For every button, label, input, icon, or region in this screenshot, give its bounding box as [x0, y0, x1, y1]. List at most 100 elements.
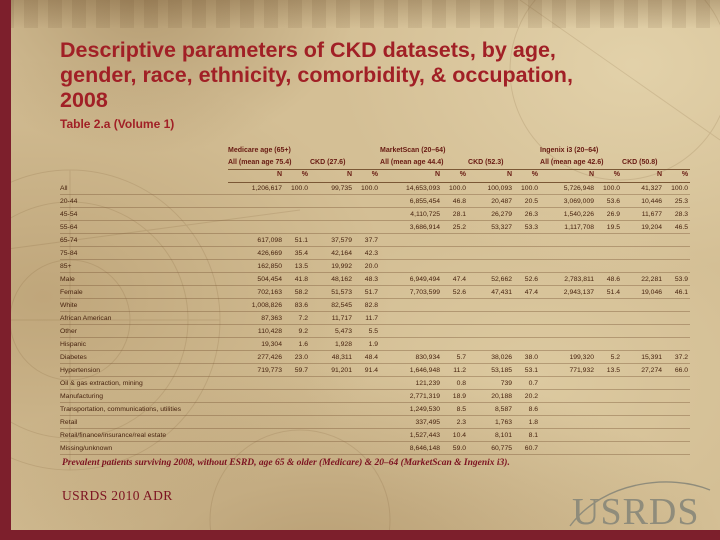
n-value — [540, 259, 597, 274]
pct-value — [664, 337, 691, 352]
n-value — [540, 311, 597, 326]
table-row: Male 504,454 41.8 48,162 48.3 6,949,494 47.4 52… — [60, 272, 691, 287]
pct-value: 20.5 — [514, 194, 541, 209]
n-value — [468, 233, 515, 248]
n-value: 1,527,443 — [380, 428, 443, 443]
subgroup-header: All (mean age 75.4) — [228, 157, 310, 170]
table-body: All 1,206,617 100.0 99,735 100.0 14,653,093 10… — [60, 182, 691, 456]
pct-value: 100.0 — [354, 182, 381, 196]
row-label: Diabetes — [60, 350, 228, 365]
pct-value: 46.1 — [664, 285, 691, 300]
n-value: 27,274 — [622, 363, 665, 378]
n-value — [310, 220, 354, 235]
pct-value: 35.4 — [284, 246, 310, 261]
n-value: 53,185 — [468, 363, 515, 378]
n-value — [468, 298, 515, 313]
pct-value — [596, 389, 623, 404]
pct-value: 100.0 — [596, 182, 623, 196]
n-value — [540, 298, 597, 313]
pct-value: 20.2 — [514, 389, 541, 404]
n-value — [228, 415, 284, 430]
pct-value: 0.8 — [442, 376, 469, 391]
pct-value — [596, 415, 623, 430]
n-value — [540, 428, 597, 443]
table-row: Missing/unknown 8,646,148 59.0 60,775 60.7 — [60, 441, 691, 456]
pct-value: 53.1 — [514, 363, 541, 378]
pct-value — [284, 428, 310, 443]
pct-value: 59.0 — [442, 441, 469, 456]
pct-value — [664, 259, 691, 274]
dataset-group-header: MarketScan (20–64) — [380, 147, 446, 154]
n-value: 4,110,725 — [380, 207, 443, 222]
pct-value — [664, 428, 691, 443]
pct-value — [442, 298, 469, 313]
n-value: 99,735 — [310, 182, 354, 196]
pct-value — [596, 324, 623, 339]
title-line-2: gender, race, ethnicity, comorbidity, & … — [60, 62, 573, 87]
n-value: 19,304 — [228, 337, 284, 352]
n-value — [380, 311, 443, 326]
n-value: 1,008,826 — [228, 298, 284, 313]
table-row: 85+ 162,850 13.5 19,992 20.0 — [60, 259, 691, 274]
n-value — [468, 337, 515, 352]
n-value: 617,098 — [228, 233, 284, 248]
n-value: 8,646,148 — [380, 441, 443, 456]
row-label: Manufacturing — [60, 389, 228, 404]
table-row: Retail 337,495 2.3 1,763 1.8 — [60, 415, 691, 430]
n-value — [540, 246, 597, 261]
n-value — [228, 207, 284, 222]
n-value: 7,703,599 — [380, 285, 443, 300]
row-label: Transportation, communications, utilitie… — [60, 402, 228, 417]
pct-value — [664, 415, 691, 430]
n-value — [622, 337, 665, 352]
n-value: 1,646,948 — [380, 363, 443, 378]
corner-cell — [60, 146, 228, 158]
row-label: Oil & gas extraction, mining — [60, 376, 228, 391]
table-row: Oil & gas extraction, mining 121,239 0.8 73… — [60, 376, 691, 391]
pct-value: 37.7 — [354, 233, 381, 248]
n-value — [310, 389, 354, 404]
n-value: 426,669 — [228, 246, 284, 261]
pct-value — [596, 246, 623, 261]
table-row: Hispanic 19,304 1.6 1,928 1.9 — [60, 337, 691, 352]
pct-value: 58.2 — [284, 285, 310, 300]
pct-value — [514, 324, 541, 339]
row-label: 20-44 — [60, 194, 228, 209]
logo-text: USRDS — [572, 491, 700, 533]
value-column-header: N — [540, 169, 597, 183]
n-value — [540, 337, 597, 352]
n-value — [310, 428, 354, 443]
subgroup-header: All (mean age 42.6) — [540, 157, 623, 170]
table-row: Hypertension 719,773 59.7 91,201 91.4 1,646,9… — [60, 363, 691, 378]
value-column-header: % — [442, 169, 469, 183]
n-value — [228, 194, 284, 209]
n-value — [310, 207, 354, 222]
n-value: 91,201 — [310, 363, 354, 378]
pct-value — [596, 298, 623, 313]
row-label: Female — [60, 285, 228, 300]
n-value: 6,855,454 — [380, 194, 443, 209]
table-row: 20-44 6,855,454 46.8 20,487 20.5 3,069,009 53.… — [60, 194, 691, 209]
row-label: Retail/finance/insurance/real estate — [60, 428, 228, 443]
pct-value — [664, 376, 691, 391]
n-value: 10,446 — [622, 194, 665, 209]
pct-value: 100.0 — [284, 182, 310, 196]
corner-cell — [60, 170, 228, 183]
pct-value: 18.9 — [442, 389, 469, 404]
value-column-header: N — [228, 169, 284, 183]
pct-value — [442, 233, 469, 248]
n-value: 199,320 — [540, 350, 597, 365]
n-value — [310, 415, 354, 430]
n-value — [622, 311, 665, 326]
table-row: Retail/finance/insurance/real estate 1,52… — [60, 428, 691, 443]
pct-value — [596, 376, 623, 391]
n-value: 1,763 — [468, 415, 515, 430]
pct-value — [442, 311, 469, 326]
n-value — [380, 246, 443, 261]
pct-value — [596, 402, 623, 417]
pct-value: 0.7 — [514, 376, 541, 391]
pct-value: 51.1 — [284, 233, 310, 248]
table-row: White 1,008,826 83.6 82,545 82.8 — [60, 298, 691, 313]
pct-value: 26.9 — [596, 207, 623, 222]
table-row: 75-84 426,669 35.4 42,164 42.3 — [60, 246, 691, 261]
